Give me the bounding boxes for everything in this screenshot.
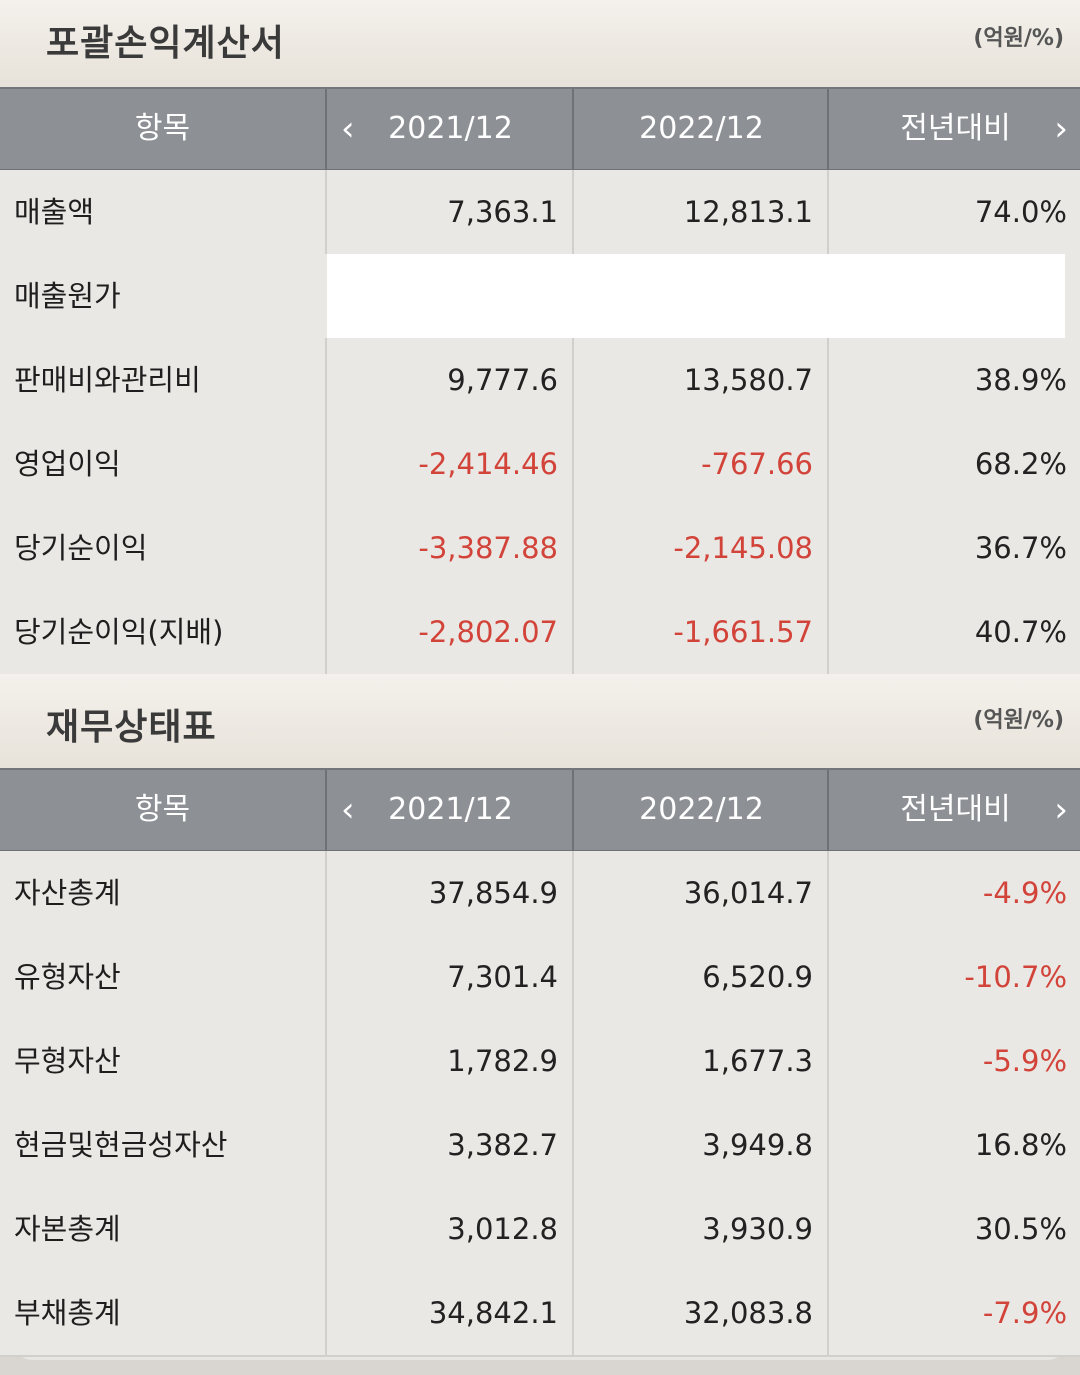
value-2021: 7,363.1 xyxy=(325,170,574,254)
table-row[interactable]: 매출액 7,363.1 12,813.1 74.0% xyxy=(0,170,1080,256)
chevron-left-icon[interactable]: ‹ xyxy=(341,790,355,830)
column-header-yoy: 전년대비 › xyxy=(827,770,1080,850)
row-label: 현금및현금성자산 xyxy=(14,1128,228,1162)
column-header-2021-label: 2021/12 xyxy=(388,792,513,827)
row-label: 무형자산 xyxy=(14,1044,121,1078)
chevron-left-icon[interactable]: ‹ xyxy=(341,109,355,149)
value-yoy: -4.9% xyxy=(827,851,1080,935)
value-2022: -2,145.08 xyxy=(572,506,829,590)
value-2022: 3,949.8 xyxy=(572,1103,829,1187)
value-2021: 9,777.6 xyxy=(325,338,574,422)
balance-section-header: 재무상태표 (억원/%) xyxy=(0,674,1080,770)
value-yoy: -5.9% xyxy=(827,1019,1080,1103)
table-row[interactable]: 부채총계 34,842.1 32,083.8 -7.9% xyxy=(0,1271,1080,1357)
column-header-2021: ‹ 2021/12 xyxy=(325,770,574,850)
column-header-2022: 2022/12 xyxy=(572,89,829,169)
table-row[interactable]: 자산총계 37,854.9 36,014.7 -4.9% xyxy=(0,851,1080,937)
value-2021: -2,802.07 xyxy=(325,590,574,674)
column-header-item: 항목 xyxy=(134,792,191,827)
table-row[interactable]: 당기순이익(지배) -2,802.07 -1,661.57 40.7% xyxy=(0,590,1080,676)
table-row[interactable]: 현금및현금성자산 3,382.7 3,949.8 16.8% xyxy=(0,1103,1080,1189)
value-2021: -3,387.88 xyxy=(325,506,574,590)
value-2022: 36,014.7 xyxy=(572,851,829,935)
chevron-right-icon[interactable]: › xyxy=(1054,109,1068,149)
value-yoy: -7.9% xyxy=(827,1271,1080,1355)
row-label: 자산총계 xyxy=(14,876,121,910)
income-unit-label: (억원/%) xyxy=(973,26,1064,51)
column-header-yoy: 전년대비 › xyxy=(827,89,1080,169)
balance-section-title: 재무상태표 xyxy=(46,707,217,748)
column-header-item: 항목 xyxy=(134,111,191,146)
income-section-header: 포괄손익계산서 (억원/%) xyxy=(0,0,1080,87)
empty-value-area xyxy=(327,254,1065,338)
row-label: 영업이익 xyxy=(14,447,121,481)
column-header-yoy-label: 전년대비 xyxy=(900,111,1011,146)
value-2021: 3,382.7 xyxy=(325,1103,574,1187)
table-row[interactable]: 무형자산 1,782.9 1,677.3 -5.9% xyxy=(0,1019,1080,1105)
income-section-title: 포괄손익계산서 xyxy=(46,23,285,64)
row-label: 매출원가 xyxy=(14,279,121,313)
balance-unit-label: (억원/%) xyxy=(973,708,1064,733)
value-2021: -2,414.46 xyxy=(325,422,574,506)
column-header-2022: 2022/12 xyxy=(572,770,829,850)
value-yoy: 40.7% xyxy=(827,590,1080,674)
value-2021: 3,012.8 xyxy=(325,1187,574,1271)
value-2022: 3,930.9 xyxy=(572,1187,829,1271)
income-table-header: 항목 ‹ 2021/12 2022/12 전년대비 › xyxy=(0,87,1080,172)
chevron-right-icon[interactable]: › xyxy=(1054,790,1068,830)
value-2022: 12,813.1 xyxy=(572,170,829,254)
value-2022: 1,677.3 xyxy=(572,1019,829,1103)
value-yoy: 30.5% xyxy=(827,1187,1080,1271)
table-row[interactable]: 매출원가 xyxy=(0,254,1080,340)
value-yoy: 16.8% xyxy=(827,1103,1080,1187)
value-2022: 6,520.9 xyxy=(572,935,829,1019)
table-row[interactable]: 영업이익 -2,414.46 -767.66 68.2% xyxy=(0,422,1080,508)
value-2022: -1,661.57 xyxy=(572,590,829,674)
row-label: 판매비와관리비 xyxy=(14,363,201,397)
row-label: 매출액 xyxy=(14,195,95,229)
value-2021: 1,782.9 xyxy=(325,1019,574,1103)
row-label: 부채총계 xyxy=(14,1296,121,1330)
column-header-yoy-label: 전년대비 xyxy=(900,792,1011,827)
row-label: 당기순이익(지배) xyxy=(14,615,224,649)
value-yoy: 68.2% xyxy=(827,422,1080,506)
row-label: 자본총계 xyxy=(14,1212,121,1246)
value-yoy: 74.0% xyxy=(827,170,1080,254)
row-label: 당기순이익 xyxy=(14,531,148,565)
value-yoy: -10.7% xyxy=(827,935,1080,1019)
column-header-2021-label: 2021/12 xyxy=(388,111,513,146)
value-2022: 13,580.7 xyxy=(572,338,829,422)
column-header-2021: ‹ 2021/12 xyxy=(325,89,574,169)
value-2021: 34,842.1 xyxy=(325,1271,574,1355)
balance-table-header: 항목 ‹ 2021/12 2022/12 전년대비 › xyxy=(0,768,1080,853)
value-2022: 32,083.8 xyxy=(572,1271,829,1355)
value-yoy: 36.7% xyxy=(827,506,1080,590)
value-2021: 7,301.4 xyxy=(325,935,574,1019)
row-label: 유형자산 xyxy=(14,960,121,994)
value-2022: -767.66 xyxy=(572,422,829,506)
value-yoy: 38.9% xyxy=(827,338,1080,422)
table-row[interactable]: 유형자산 7,301.4 6,520.9 -10.7% xyxy=(0,935,1080,1021)
table-row[interactable]: 판매비와관리비 9,777.6 13,580.7 38.9% xyxy=(0,338,1080,424)
table-row[interactable]: 자본총계 3,012.8 3,930.9 30.5% xyxy=(0,1187,1080,1273)
table-row[interactable]: 당기순이익 -3,387.88 -2,145.08 36.7% xyxy=(0,506,1080,592)
value-2021: 37,854.9 xyxy=(325,851,574,935)
